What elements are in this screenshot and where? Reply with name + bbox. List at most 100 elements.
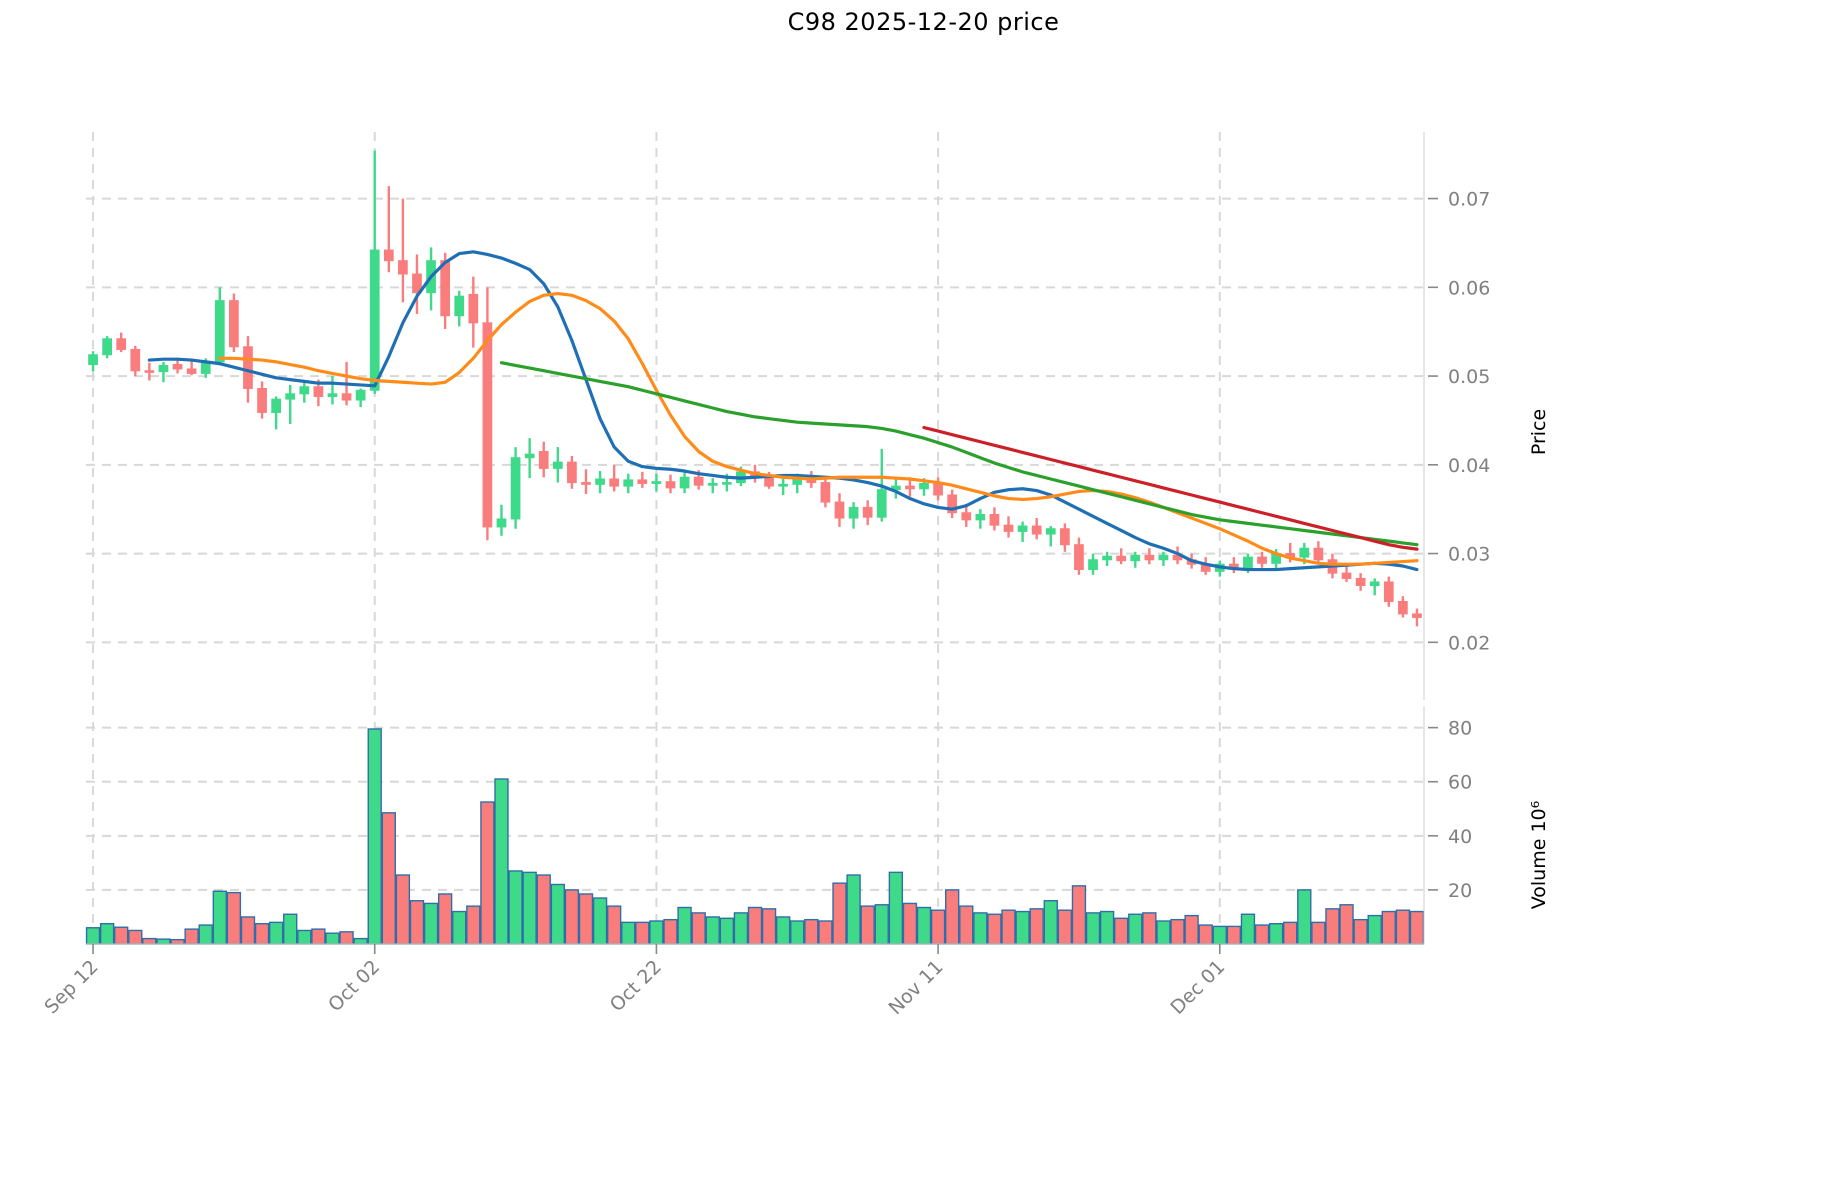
candle-body (975, 514, 986, 521)
candle-body (665, 481, 676, 489)
volume-bar (1325, 908, 1340, 945)
price-axis-title: Price (1528, 409, 1550, 455)
candlestick (1355, 573, 1366, 591)
volume-bar (184, 928, 199, 945)
candlestick (1088, 553, 1098, 575)
candle-body (905, 485, 915, 490)
volume-bar (114, 926, 129, 945)
candlestick (383, 186, 394, 273)
candle-body (1017, 525, 1028, 532)
volume-bar (1198, 924, 1213, 945)
candle-body (524, 453, 535, 459)
volume-bar (128, 929, 143, 945)
candlestick (567, 455, 577, 489)
volume-bar (522, 871, 537, 945)
volume-bar (268, 921, 284, 945)
volume-bar (480, 801, 495, 945)
volume-bar (142, 937, 157, 945)
volume-bar (339, 931, 354, 945)
candlestick (285, 384, 296, 424)
volume-bar (240, 916, 256, 945)
candle-body (1130, 554, 1141, 562)
volume-bar (564, 889, 580, 945)
volume-bar (198, 924, 213, 945)
candlestick (510, 447, 521, 529)
candle-body (398, 260, 408, 275)
candle-body (510, 457, 521, 520)
candle-body (1398, 600, 1408, 615)
candle-body (820, 482, 831, 503)
candle-body (1341, 572, 1352, 579)
candle-body (1102, 555, 1112, 561)
candle-body (1313, 547, 1324, 561)
candle-body (116, 338, 127, 350)
price-tick-label: 0.06 (1448, 277, 1490, 299)
candle-body (1412, 613, 1422, 618)
volume-bar (536, 874, 551, 945)
candlestick (834, 493, 845, 527)
candlestick (552, 447, 563, 483)
candle-body (327, 393, 338, 397)
candle-body (567, 461, 577, 484)
volume-bar (550, 883, 565, 945)
candlestick (595, 471, 605, 494)
candle-body (1383, 581, 1394, 602)
volume-bar (1029, 908, 1044, 945)
candlestick (961, 503, 972, 527)
candlestick (88, 351, 98, 372)
candle-body (313, 386, 324, 397)
candlestick (609, 464, 620, 492)
volume-bar (508, 870, 523, 945)
volume-bar (705, 916, 720, 945)
date-tick-label: Oct 22 (606, 956, 666, 1016)
candle-body (88, 354, 98, 366)
volume-bar (353, 937, 368, 945)
volume-bar (874, 904, 889, 945)
candlestick (848, 502, 859, 529)
candlestick (1341, 565, 1352, 582)
candlestick (538, 441, 549, 478)
candle-body (1355, 577, 1366, 587)
volume-bar (888, 871, 904, 945)
candlestick (496, 504, 507, 536)
candlestick (778, 478, 789, 495)
candlestick (524, 438, 535, 479)
candle-body (651, 481, 662, 484)
candlestick (116, 332, 127, 353)
volume-bar (832, 882, 847, 945)
volume-bar (846, 874, 861, 945)
candlestick (820, 477, 831, 508)
volume-bar (804, 918, 819, 945)
volume-bar (1043, 900, 1058, 945)
candle-body (271, 398, 282, 413)
candle-body (834, 501, 845, 519)
candle-body (862, 506, 873, 518)
ma-slow-line (499, 361, 1419, 547)
candle-body (947, 494, 958, 514)
volume-bar (1212, 925, 1227, 945)
grid-layer (86, 132, 1424, 944)
candlestick (257, 381, 267, 419)
volume-bar (1001, 909, 1016, 945)
candlestick (947, 489, 958, 519)
page-title: C98 2025-12-20 price (787, 8, 1060, 36)
volume-bar (775, 916, 791, 945)
volume-bar (452, 910, 467, 945)
volume-bar (283, 913, 298, 945)
volume-bar (1339, 904, 1354, 945)
volume-bar (1184, 914, 1199, 945)
candlestick (707, 478, 718, 494)
volume-bar (325, 932, 340, 945)
candlestick (468, 276, 479, 348)
candlestick (862, 500, 873, 526)
candlestick (299, 382, 310, 403)
candle-body (1031, 525, 1042, 535)
volume-bar (818, 920, 833, 945)
volume-bar (733, 912, 749, 945)
candlestick (665, 474, 676, 494)
candlestick (214, 287, 225, 366)
candle-body (721, 482, 732, 485)
candle-body (468, 293, 479, 324)
candlestick (1158, 551, 1169, 566)
